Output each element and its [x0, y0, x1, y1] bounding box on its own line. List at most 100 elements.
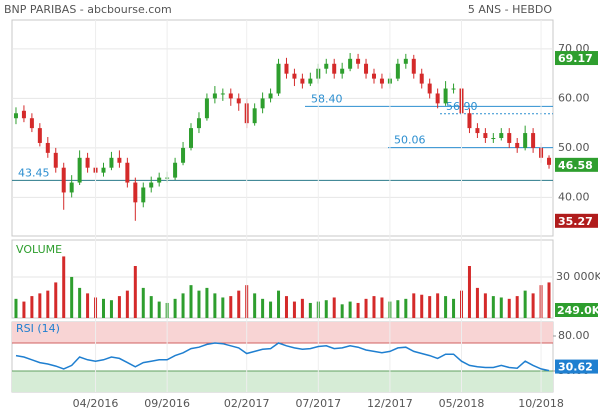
- candle-body: [300, 78, 305, 84]
- chart-title: BNP PARIBAS - abcbourse.com: [4, 3, 172, 16]
- volume-bar: [436, 293, 440, 318]
- volume-bar: [141, 287, 145, 318]
- candle-body: [45, 142, 50, 153]
- candle-body: [173, 162, 178, 178]
- value-box-label: 46.58: [558, 159, 593, 172]
- volume-bar: [348, 301, 352, 318]
- level-label: 43.45: [18, 166, 50, 179]
- candle-body: [117, 157, 122, 163]
- candle-body: [515, 142, 520, 148]
- candle-body: [196, 118, 201, 129]
- volume-bar: [515, 296, 519, 318]
- candle-body: [276, 63, 281, 94]
- candle-body: [523, 133, 528, 148]
- value-box-label: 35.27: [558, 215, 593, 228]
- y-tick-label: 40.00: [558, 190, 590, 203]
- candle-body: [29, 118, 34, 129]
- value-box-label: 249.0K: [557, 304, 600, 317]
- rsi-line: [15, 342, 550, 372]
- volume-bar: [475, 287, 479, 318]
- candle-body: [411, 58, 416, 74]
- candle-body: [403, 58, 408, 64]
- volume-bar: [261, 298, 265, 318]
- candle-body: [236, 98, 241, 104]
- volume-bar: [428, 296, 432, 318]
- volume-bar: [467, 266, 471, 318]
- candle-body: [284, 63, 289, 74]
- volume-frame: [11, 239, 554, 319]
- candle-body: [324, 63, 329, 69]
- candle-body: [475, 128, 480, 134]
- volume-bar: [38, 293, 42, 318]
- candle-body: [228, 93, 233, 99]
- candle-body: [204, 98, 209, 119]
- volume-bar: [396, 300, 400, 318]
- volume-bar: [292, 301, 296, 318]
- volume-bar: [277, 290, 281, 318]
- volume-bar: [70, 276, 74, 318]
- candle-body: [483, 133, 488, 139]
- candle-body: [268, 93, 273, 99]
- volume-bar: [452, 298, 456, 318]
- x-tick-label: 12/2017: [367, 397, 413, 410]
- value-box: [555, 157, 598, 172]
- level-label: 50.06: [394, 134, 426, 147]
- candle-body: [125, 162, 130, 183]
- value-box-label: 69.17: [558, 52, 593, 65]
- candle-body: [220, 93, 225, 95]
- volume-bar: [237, 290, 241, 318]
- volume-bar: [332, 297, 336, 318]
- volume-bar: [372, 296, 376, 318]
- volume-bar: [117, 296, 121, 318]
- x-tick-label: 02/2017: [224, 397, 270, 410]
- candle-body: [292, 73, 297, 79]
- volume-bar: [22, 301, 26, 318]
- candle-body: [332, 63, 337, 74]
- candle-body: [149, 182, 154, 188]
- candle-body: [157, 177, 162, 183]
- value-box: [555, 213, 598, 228]
- volume-bar: [86, 293, 90, 318]
- volume-bar: [444, 296, 448, 318]
- volume-bar: [507, 298, 511, 318]
- candle-body: [37, 128, 42, 143]
- y-tick-label: 60.00: [558, 91, 590, 104]
- volume-bar: [269, 301, 273, 318]
- candle-body: [395, 63, 400, 79]
- candle-body: [141, 187, 146, 203]
- candle-body: [379, 78, 384, 84]
- candle-body: [252, 108, 257, 124]
- candle-body: [451, 88, 456, 90]
- candle-body: [371, 73, 376, 79]
- value-box: [555, 51, 598, 66]
- candle-body: [547, 157, 552, 165]
- volume-bar: [420, 294, 424, 318]
- overbought-zone: [12, 322, 553, 343]
- panel-title: VOLUME: [16, 243, 62, 256]
- candle-body: [467, 113, 472, 129]
- volume-bar: [483, 293, 487, 318]
- candle-body: [499, 133, 504, 139]
- value-box: [555, 303, 598, 317]
- candle-body: [435, 93, 440, 104]
- volume-bar: [101, 298, 105, 318]
- volume-bar: [404, 298, 408, 318]
- candle-body: [531, 133, 536, 148]
- volume-bar: [149, 296, 153, 318]
- oversold-zone: [12, 371, 553, 392]
- candle-body: [13, 113, 18, 119]
- x-tick-label: 09/2016: [144, 397, 190, 410]
- x-tick-label: 05/2018: [439, 397, 485, 410]
- volume-bar: [54, 282, 58, 318]
- volume-bar: [412, 293, 416, 318]
- candle-body: [53, 152, 58, 168]
- chart-subtitle: 5 ANS - HEBDO: [468, 3, 552, 16]
- candle-body: [85, 157, 90, 168]
- volume-bar: [229, 296, 233, 318]
- candle-body: [189, 128, 194, 148]
- candle-body: [212, 93, 217, 99]
- volume-bar: [109, 300, 113, 318]
- volume-bar: [133, 266, 137, 318]
- volume-bar: [189, 285, 193, 318]
